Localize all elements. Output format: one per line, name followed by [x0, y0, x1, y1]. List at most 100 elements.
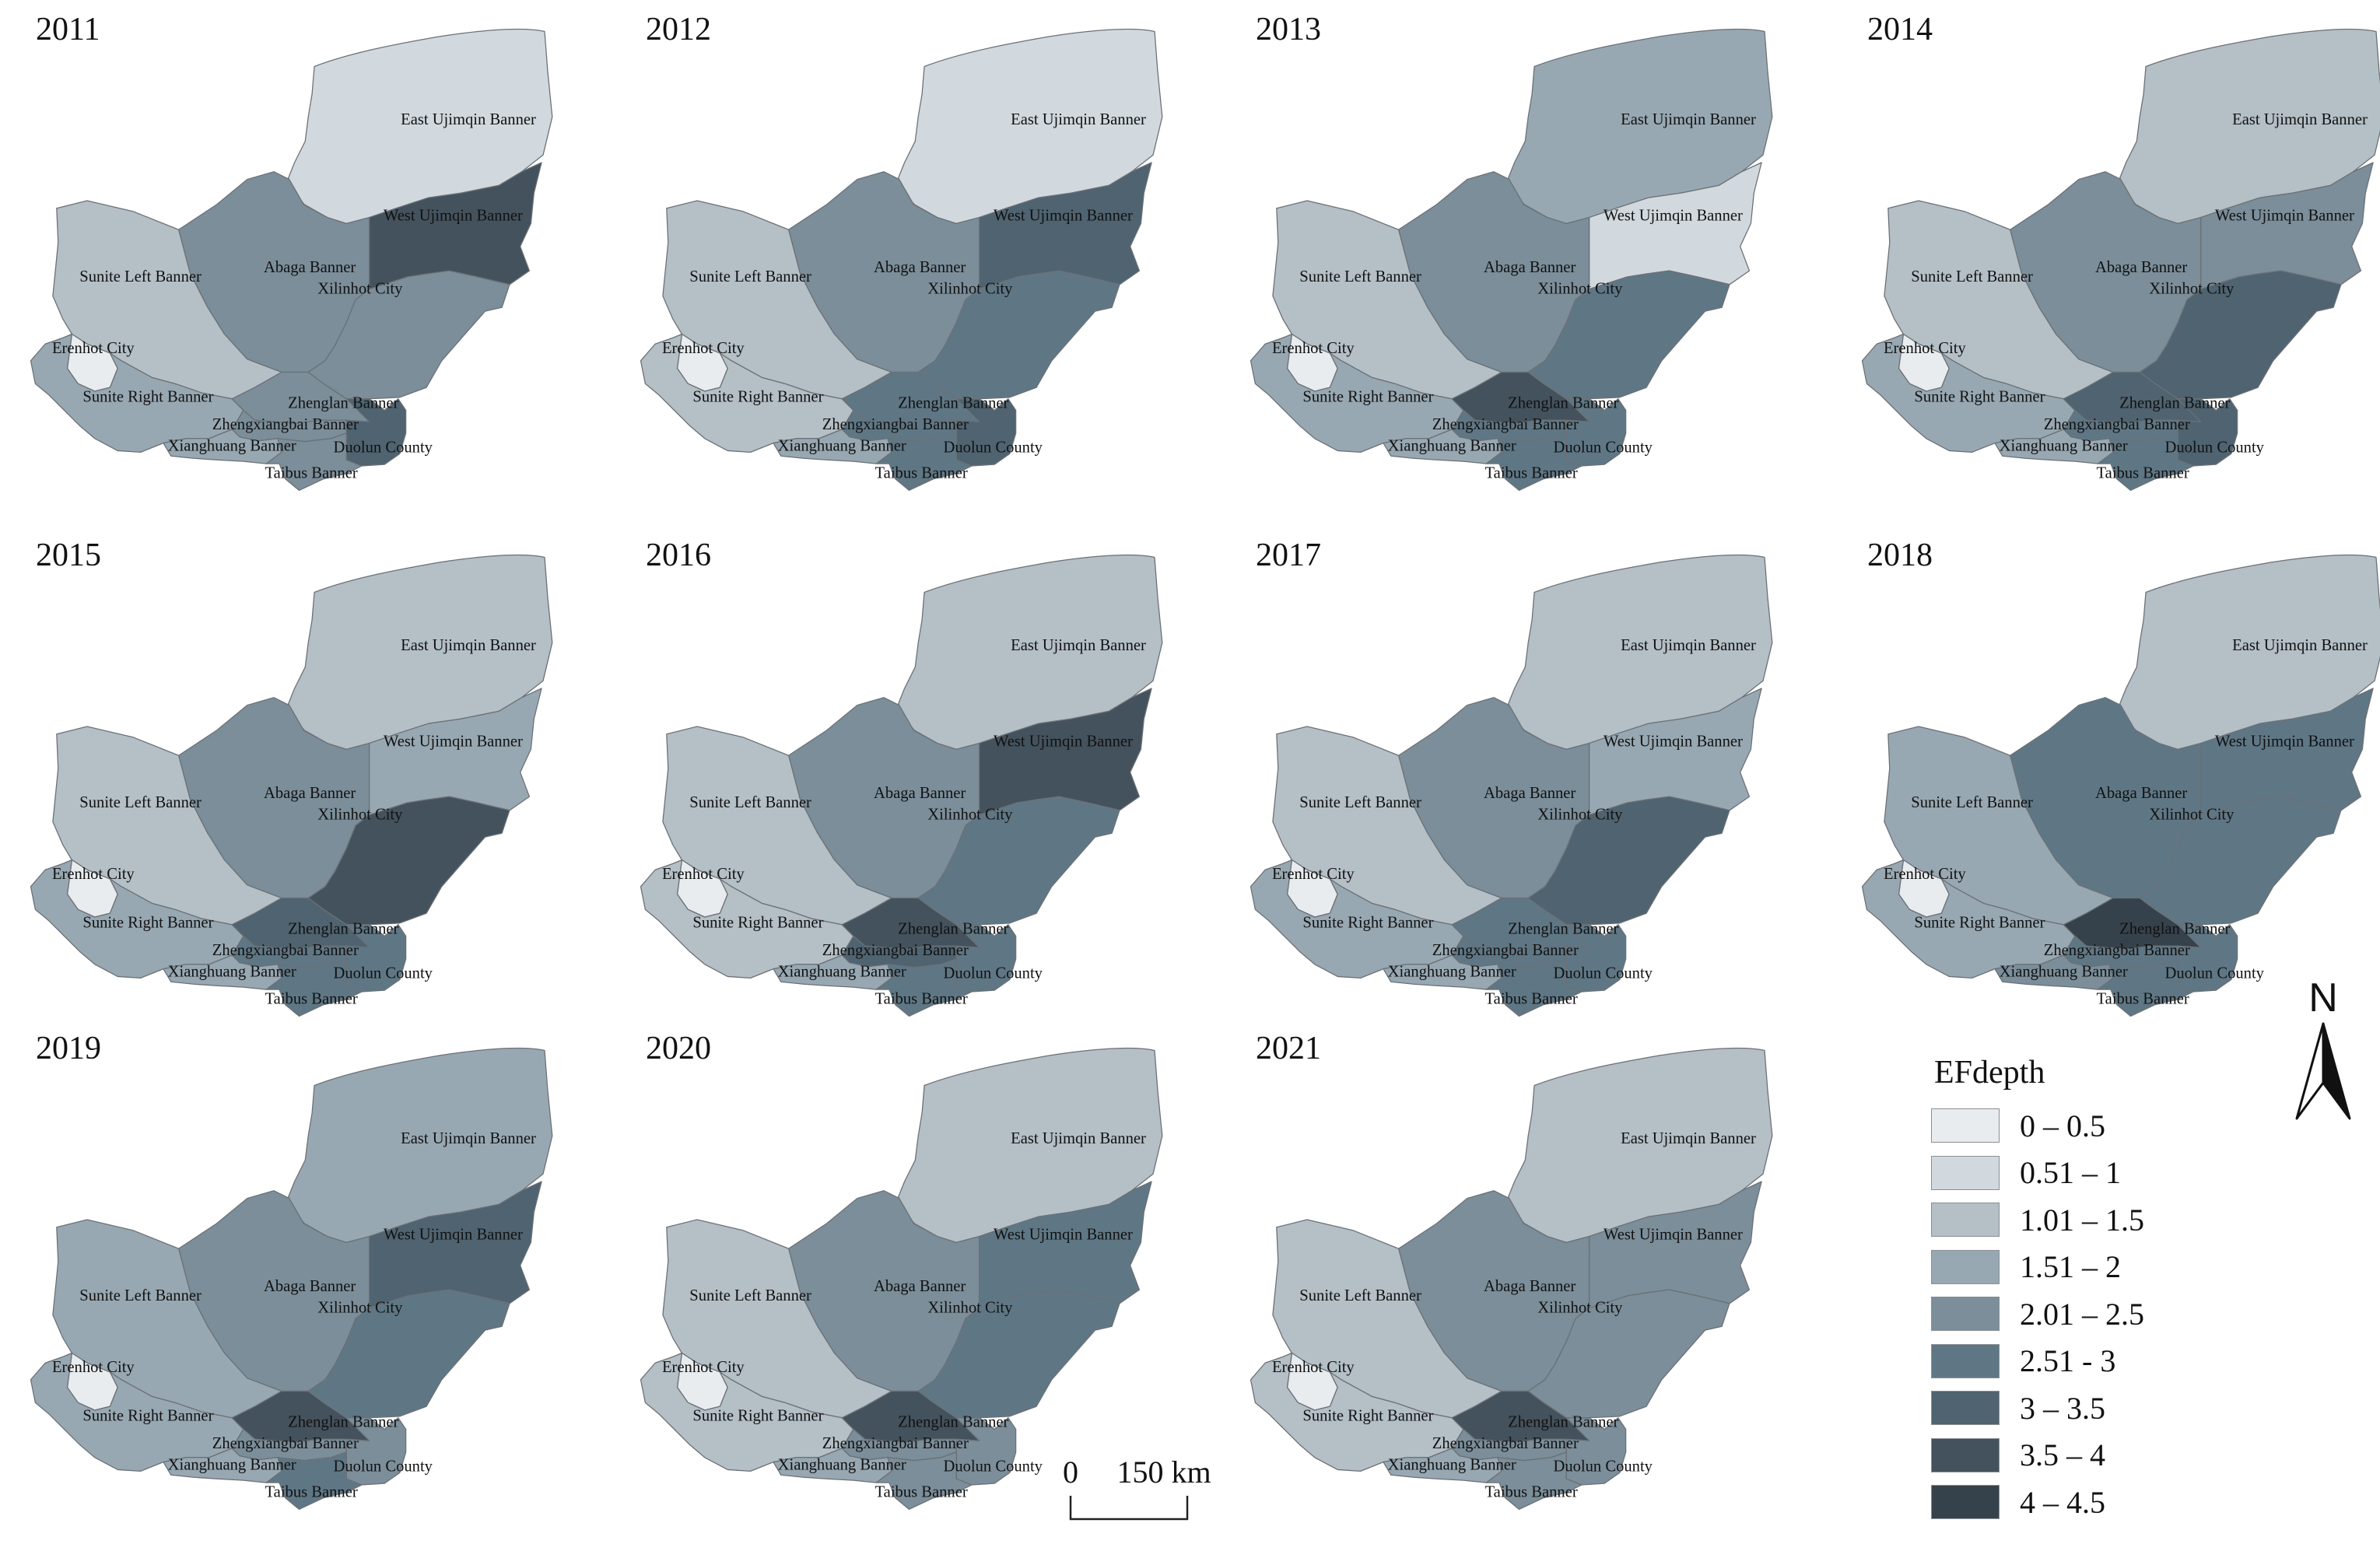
region-label-west-ujimqin: West Ujimqin Banner — [2215, 207, 2354, 224]
legend-swatch — [1931, 1249, 2000, 1284]
legend-swatch — [1931, 1108, 2000, 1143]
region-sunite-right — [1250, 1352, 1464, 1472]
region-xilinhot — [1527, 1289, 1730, 1419]
legend-item: 2.01 – 2.5 — [1931, 1290, 2188, 1338]
region-label-east-ujimqin: East Ujimqin Banner — [401, 1130, 536, 1147]
region-label-sunite-right: Sunite Right Banner — [1302, 389, 1433, 406]
map-panel-2015: East Ujimqin Banner West Ujimqin Banner Ab… — [11, 526, 587, 1024]
region-label-xianghuang: Xianghuang Banner — [778, 963, 906, 980]
region-label-duolun: Duolun County — [2164, 965, 2264, 982]
panel-year-label: 2019 — [36, 1031, 101, 1066]
region-label-erenhot: Erenhot City — [52, 866, 135, 883]
legend-label: 2.51 - 3 — [2020, 1343, 2116, 1379]
region-label-zhenglan: Zhenglan Banner — [898, 1414, 1008, 1431]
legend-swatch — [1931, 1343, 2000, 1378]
region-taibus — [2097, 432, 2194, 492]
region-label-taibus: Taibus Banner — [1485, 1484, 1578, 1501]
panel-year-label: 2021 — [1256, 1031, 1321, 1066]
region-taibus — [2097, 958, 2194, 1017]
legend-item: 3.5 – 4 — [1931, 1432, 2188, 1479]
legend-item: 1.01 – 1.5 — [1931, 1196, 2188, 1244]
region-label-zhengxiangbai: Zhengxiangbai Banner — [822, 1435, 969, 1452]
region-label-xilinhot: Xilinhot City — [2149, 807, 2235, 824]
region-duolun — [955, 398, 1017, 467]
region-label-abaga: Abaga Banner — [2095, 259, 2187, 276]
region-label-east-ujimqin: East Ujimqin Banner — [1011, 111, 1146, 128]
region-label-taibus: Taibus Banner — [265, 991, 358, 1008]
map-panel-2021: East Ujimqin Banner West Ujimqin Banner Ab… — [1231, 1019, 1807, 1517]
panel-year-label: 2014 — [1867, 12, 1933, 47]
region-label-sunite-left: Sunite Left Banner — [1299, 268, 1421, 285]
panel-year-label: 2012 — [646, 12, 711, 47]
region-sunite-right — [30, 859, 244, 979]
map-panel-2019: East Ujimqin Banner West Ujimqin Banner Ab… — [11, 1019, 587, 1517]
panel-year-label: 2016 — [646, 537, 711, 573]
legend-label: 1.51 – 2 — [2020, 1249, 2121, 1285]
region-label-abaga: Abaga Banner — [264, 1278, 356, 1295]
region-taibus — [875, 958, 973, 1017]
region-label-erenhot: Erenhot City — [662, 1359, 745, 1376]
panel-year-label: 2018 — [1867, 537, 1933, 573]
region-sunite-right — [640, 859, 854, 979]
region-label-sunite-left: Sunite Left Banner — [79, 794, 202, 811]
region-label-sunite-right: Sunite Right Banner — [1914, 915, 2045, 932]
region-label-zhenglan: Zhenglan Banner — [1508, 395, 1618, 412]
region-label-zhengxiangbai: Zhengxiangbai Banner — [212, 416, 359, 433]
region-label-sunite-right: Sunite Right Banner — [1302, 1408, 1433, 1425]
region-label-zhengxiangbai: Zhengxiangbai Banner — [1432, 942, 1579, 959]
legend-swatch — [1931, 1391, 2000, 1426]
region-label-sunite-right: Sunite Right Banner — [692, 389, 823, 406]
region-taibus — [265, 1451, 363, 1511]
region-duolun — [1565, 398, 1627, 467]
region-label-abaga: Abaga Banner — [874, 785, 966, 802]
region-label-sunite-left: Sunite Left Banner — [1911, 794, 2033, 811]
region-label-duolun: Duolun County — [333, 439, 433, 456]
region-label-abaga: Abaga Banner — [874, 259, 966, 276]
region-label-xilinhot: Xilinhot City — [317, 281, 403, 298]
region-label-east-ujimqin: East Ujimqin Banner — [2232, 111, 2368, 128]
region-label-xilinhot: Xilinhot City — [1537, 807, 1623, 824]
map-panel-2014: East Ujimqin Banner West Ujimqin Banner Ab… — [1842, 0, 2380, 498]
region-label-taibus: Taibus Banner — [265, 465, 358, 482]
legend-swatch — [1931, 1203, 2000, 1238]
region-label-xilinhot: Xilinhot City — [1537, 1300, 1623, 1317]
map-2018: East Ujimqin Banner West Ujimqin Banner Ab… — [1861, 554, 2380, 1017]
north-arrow-icon: N — [2286, 966, 2361, 1122]
region-label-xilinhot: Xilinhot City — [927, 281, 1013, 298]
region-xilinhot — [307, 270, 510, 400]
region-label-abaga: Abaga Banner — [264, 785, 356, 802]
region-duolun — [345, 924, 407, 993]
legend-item: 1.51 – 2 — [1931, 1244, 2188, 1291]
legend-label: 0 – 0.5 — [2020, 1108, 2105, 1143]
region-label-sunite-left: Sunite Left Banner — [1911, 268, 2033, 285]
region-label-erenhot: Erenhot City — [1272, 866, 1355, 883]
legend-label: 4 – 4.5 — [2020, 1484, 2105, 1520]
legend-item: 0 – 0.5 — [1931, 1102, 2188, 1150]
region-label-duolun: Duolun County — [943, 439, 1043, 456]
legend: EFdepth 0 – 0.5 0.51 – 1 1.01 – 1.5 1.51 – … — [1931, 1054, 2188, 1526]
region-label-xilinhot: Xilinhot City — [317, 807, 403, 824]
region-label-zhengxiangbai: Zhengxiangbai Banner — [212, 1435, 359, 1452]
region-label-east-ujimqin: East Ujimqin Banner — [1621, 1130, 1756, 1147]
region-label-xilinhot: Xilinhot City — [317, 1300, 403, 1317]
scale-bar-start-label: 0 — [1063, 1455, 1078, 1490]
scale-bar: 0 150 km — [1055, 1451, 1211, 1529]
region-taibus — [265, 432, 363, 492]
region-sunite-right — [1250, 333, 1464, 453]
region-label-erenhot: Erenhot City — [52, 1359, 135, 1376]
region-label-xianghuang: Xianghuang Banner — [1388, 437, 1516, 454]
legend-label: 3 – 3.5 — [2020, 1390, 2105, 1426]
region-label-duolun: Duolun County — [333, 1458, 433, 1475]
region-xilinhot — [1527, 796, 1730, 926]
region-label-east-ujimqin: East Ujimqin Banner — [401, 111, 536, 128]
region-duolun — [2177, 398, 2238, 467]
region-label-abaga: Abaga Banner — [1484, 785, 1576, 802]
region-duolun — [345, 1417, 407, 1486]
region-duolun — [955, 924, 1017, 993]
legend-swatch — [1931, 1437, 2000, 1472]
legend-label: 2.01 – 2.5 — [2020, 1296, 2144, 1332]
region-label-zhenglan: Zhenglan Banner — [1508, 1414, 1618, 1431]
region-label-erenhot: Erenhot City — [1884, 866, 1966, 883]
map-2017: East Ujimqin Banner West Ujimqin Banner Ab… — [1250, 554, 1773, 1017]
region-label-west-ujimqin: West Ujimqin Banner — [1604, 1226, 1743, 1243]
